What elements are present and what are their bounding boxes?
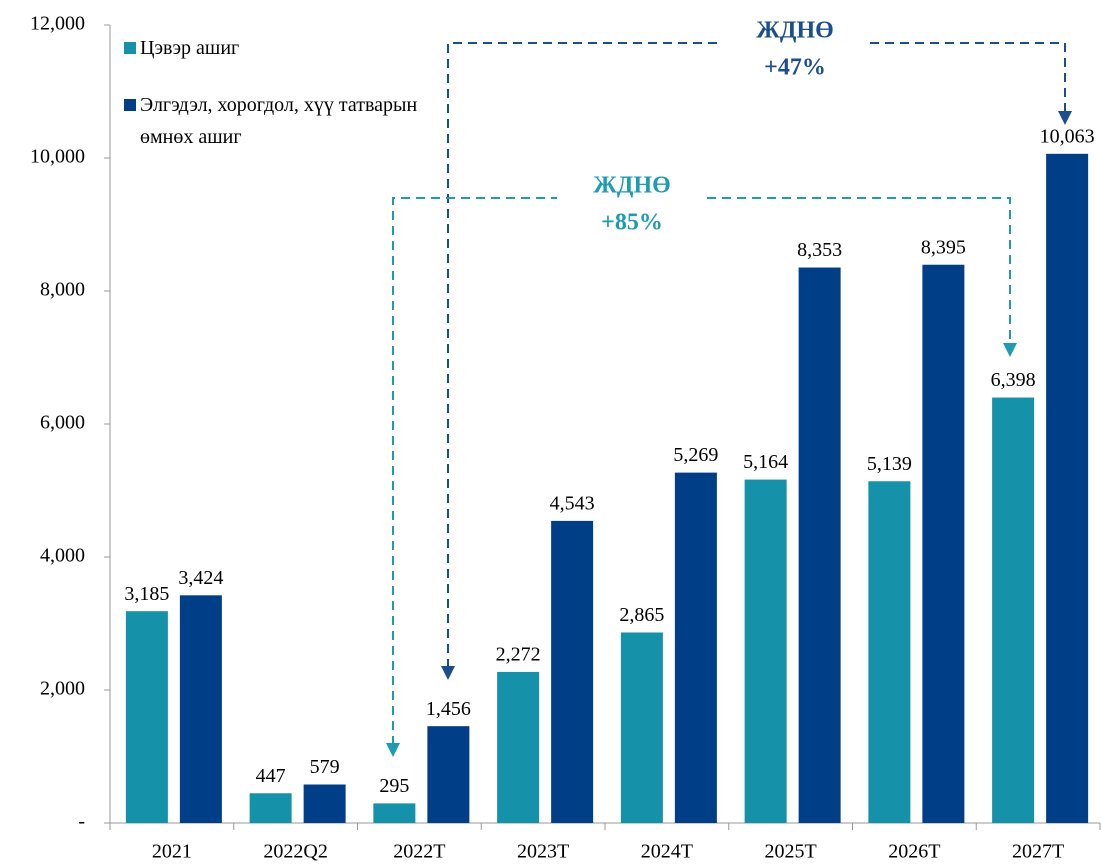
x-tick-label: 2027T xyxy=(1012,841,1064,863)
data-label: 447 xyxy=(256,765,286,787)
bar xyxy=(674,472,717,823)
bar xyxy=(179,595,222,823)
y-tick-label: 4,000 xyxy=(40,545,85,567)
annotation-arrowhead xyxy=(1058,111,1072,125)
data-label: 5,164 xyxy=(743,451,788,473)
x-tick-label: 2022T xyxy=(393,841,445,863)
x-tick-label: 2023T xyxy=(517,841,569,863)
legend-swatch xyxy=(124,42,136,54)
x-tick-label: 2024T xyxy=(641,841,693,863)
data-label: 2,865 xyxy=(619,604,664,626)
bar xyxy=(551,520,594,823)
data-label: 579 xyxy=(310,756,340,778)
bar xyxy=(373,803,416,823)
data-label: 6,398 xyxy=(991,369,1036,391)
y-tick-label: - xyxy=(78,811,85,833)
bar xyxy=(798,267,841,823)
legend-item: Элгэдэл, хорогдол, хүү татварын өмнөх аш… xyxy=(124,89,440,153)
annotation-value: +85% xyxy=(601,210,663,236)
bar xyxy=(249,793,292,823)
x-tick-label: 2022Q2 xyxy=(263,841,327,863)
bar xyxy=(922,264,965,823)
bar xyxy=(992,397,1035,823)
bar xyxy=(125,611,168,823)
bar xyxy=(497,671,540,823)
legend-swatch xyxy=(124,99,136,111)
data-label: 10,063 xyxy=(1040,125,1095,147)
annotation-label: ЖДНӨ xyxy=(593,173,671,199)
annotation-value: +47% xyxy=(764,55,826,81)
bar xyxy=(427,726,470,823)
data-label: 3,424 xyxy=(178,567,223,589)
data-label: 3,185 xyxy=(124,583,169,605)
annotation-label: ЖДНӨ xyxy=(756,18,834,44)
data-label: 8,395 xyxy=(921,236,966,258)
x-tick-label: 2021 xyxy=(152,841,192,863)
bar xyxy=(868,481,911,823)
data-label: 5,139 xyxy=(867,453,912,475)
annotation-arrowhead xyxy=(1003,343,1017,357)
legend-label: Цэвэр ашиг xyxy=(140,37,240,59)
bar xyxy=(303,784,346,823)
data-label: 1,456 xyxy=(426,698,471,720)
y-tick-label: 6,000 xyxy=(40,412,85,434)
data-label: 5,269 xyxy=(673,444,718,466)
y-tick-label: 8,000 xyxy=(40,279,85,301)
x-tick-label: 2026T xyxy=(888,841,940,863)
y-tick-label: 12,000 xyxy=(30,13,85,35)
legend-label: Элгэдэл, хорогдол, хүү татварын өмнөх аш… xyxy=(140,94,418,148)
bar xyxy=(744,479,787,823)
y-tick-label: 2,000 xyxy=(40,678,85,700)
bar xyxy=(1046,153,1089,824)
data-label: 4,543 xyxy=(550,492,595,514)
annotation-line xyxy=(447,42,1066,668)
data-label: 2,272 xyxy=(496,644,541,666)
y-tick-label: 10,000 xyxy=(30,146,85,168)
annotation-arrowhead xyxy=(386,743,400,757)
data-label: 8,353 xyxy=(797,239,842,261)
x-tick-label: 2025T xyxy=(765,841,817,863)
bar xyxy=(620,632,663,823)
legend-item: Цэвэр ашиг xyxy=(124,32,440,64)
annotation-line xyxy=(392,197,1011,745)
data-label: 295 xyxy=(379,775,409,797)
annotation-arrowhead xyxy=(441,666,455,680)
